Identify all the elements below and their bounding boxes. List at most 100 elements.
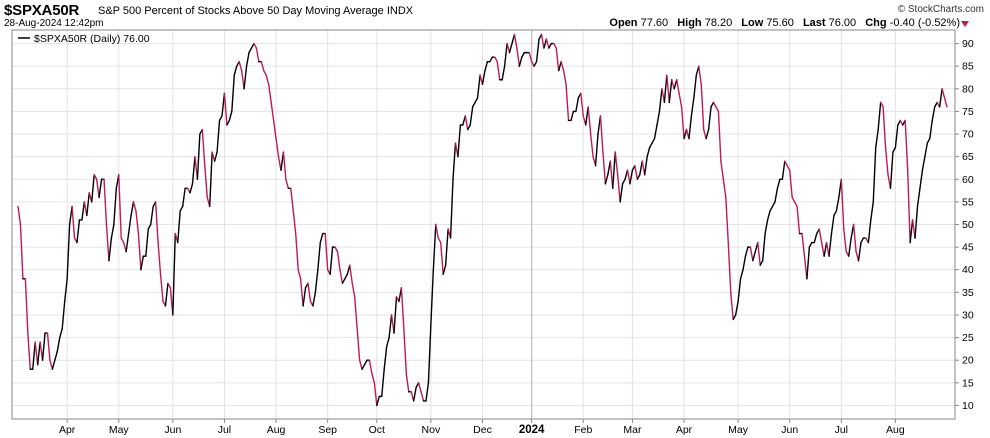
series-segment <box>889 151 894 190</box>
series-segment <box>474 97 479 104</box>
series-segment <box>181 187 186 208</box>
series-segment <box>159 273 164 303</box>
series-segment <box>191 155 196 185</box>
series-segment <box>339 269 344 285</box>
series-segment <box>118 174 122 239</box>
series-segment <box>759 259 764 266</box>
series-segment <box>786 164 791 171</box>
series-segment <box>248 47 253 54</box>
series-segment <box>877 101 882 131</box>
series-segment <box>98 178 103 199</box>
series-segment <box>518 56 523 67</box>
y-tick-label: 35 <box>962 287 974 299</box>
series-segment <box>27 332 31 370</box>
series-segment <box>683 128 688 140</box>
y-tick-label: 50 <box>962 219 974 231</box>
series-segment <box>108 237 113 262</box>
series-segment <box>282 151 287 180</box>
series-segment <box>835 196 840 212</box>
x-tick-label: 2024 <box>519 424 545 436</box>
series-segment <box>405 373 410 393</box>
series-segment <box>693 74 698 99</box>
timestamp: 28-Aug-2024 12:42pm <box>4 18 104 29</box>
series-segment <box>570 110 575 122</box>
series-segment <box>494 56 498 63</box>
series-segment <box>356 327 361 361</box>
y-tick-label: 70 <box>962 129 974 141</box>
x-tick-label: Oct <box>369 424 385 436</box>
series-segment <box>425 382 430 402</box>
series-segment <box>51 359 56 370</box>
series-segment <box>63 278 68 303</box>
series-segment <box>609 160 614 190</box>
series-segment <box>201 128 206 167</box>
series-segment <box>926 137 931 144</box>
series-segment <box>823 241 828 257</box>
series-segment <box>943 97 948 108</box>
series-segment <box>604 174 609 185</box>
series-segment <box>196 133 201 180</box>
series-segment <box>543 38 548 49</box>
series-segment <box>594 133 599 167</box>
series-segment <box>437 237 442 244</box>
series-segment <box>929 119 933 140</box>
series-segment <box>698 65 702 85</box>
series-segment <box>432 223 437 271</box>
series-segment <box>710 101 715 108</box>
series-segment <box>840 178 845 230</box>
series-segment <box>376 395 380 407</box>
series-segment <box>336 250 341 271</box>
series-segment <box>270 101 275 122</box>
series-segment <box>616 174 621 203</box>
series-segment <box>290 187 294 212</box>
series-segment <box>533 60 538 67</box>
series-segment <box>742 255 747 271</box>
series-segment <box>430 269 435 325</box>
series-segment <box>177 210 181 244</box>
series-segment <box>830 214 835 235</box>
series-segment <box>589 133 594 158</box>
y-tick-label: 20 <box>962 355 974 367</box>
series-segment <box>381 368 385 398</box>
series-segment <box>400 287 405 330</box>
series-segment <box>371 373 376 384</box>
series-segment <box>727 241 732 294</box>
series-segment <box>363 359 368 366</box>
series-segment <box>602 151 607 185</box>
series-segment <box>255 47 260 63</box>
series-segment <box>351 282 356 298</box>
series-segment <box>427 323 432 384</box>
series-segment <box>393 296 398 334</box>
series-segment <box>265 74 270 85</box>
series-segment <box>587 106 592 135</box>
down-arrow-icon <box>961 21 969 27</box>
y-tick-label: 40 <box>962 264 974 276</box>
series-segment <box>513 33 518 49</box>
series-segment <box>720 160 725 180</box>
chart-header: $SPXA50R S&P 500 Percent of Stocks Above… <box>0 0 990 30</box>
series-segment <box>894 124 899 149</box>
series-segment <box>938 88 943 108</box>
high-label: High <box>677 17 702 29</box>
series-segment <box>17 205 22 226</box>
series-segment <box>154 201 159 244</box>
series-segment <box>484 60 489 72</box>
series-segment <box>32 341 36 370</box>
series-segment <box>843 228 847 253</box>
ohlc-readout: Open 77.60 High 78.20 Low 75.60 Last 76.… <box>603 17 960 29</box>
y-tick-label: 15 <box>962 377 974 389</box>
series-segment <box>164 282 169 307</box>
series-segment <box>530 60 535 67</box>
series-segment <box>344 273 349 280</box>
series-segment <box>744 246 749 257</box>
last-label: Last <box>802 17 826 29</box>
series-segment <box>793 201 798 208</box>
series-segment <box>879 101 884 108</box>
series-segment <box>449 178 454 239</box>
series-segment <box>403 327 408 375</box>
series-segment <box>56 336 61 352</box>
series-segment <box>734 300 739 316</box>
series-segment <box>565 83 570 122</box>
y-tick-label: 60 <box>962 174 974 186</box>
x-tick-label: Aug <box>886 424 905 436</box>
